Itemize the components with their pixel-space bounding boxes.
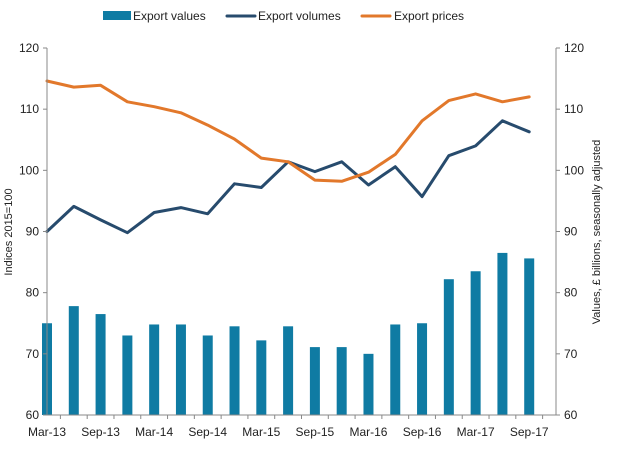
export-values-bar (95, 314, 106, 415)
y-left-tick-label: 70 (26, 347, 40, 361)
export-values-bar (417, 323, 428, 415)
y-left-tick-label: 110 (20, 102, 39, 116)
legend-swatch-export-values (103, 11, 131, 20)
export-values-bar (363, 353, 374, 415)
y-axis-right-title: Values, £ billions, seasonally adjusted (591, 140, 603, 324)
export-values-bar (175, 324, 186, 415)
y-left-tick-label: 120 (19, 41, 39, 55)
y-right-tick-label: 120 (564, 41, 584, 55)
export-values-bar (470, 271, 481, 415)
y-left-tick-label: 90 (26, 225, 40, 239)
x-tick-label: Sep-14 (188, 425, 227, 439)
export-values-bar (309, 347, 320, 415)
line-series (45, 79, 531, 235)
export-values-bars (42, 252, 535, 415)
export-values-bar (497, 252, 508, 415)
export-volumes-line (45, 119, 531, 235)
y-right-tick-label: 110 (564, 102, 583, 116)
export-values-bar (524, 258, 535, 415)
y-right-tick-label: 60 (564, 408, 578, 422)
y-right-tick-label: 70 (564, 347, 578, 361)
export-values-bar (390, 324, 401, 415)
x-tick-label: Sep-13 (81, 425, 120, 439)
export-values-bar (283, 326, 294, 415)
legend-label-export-prices: Export prices (394, 9, 464, 23)
export-values-bar (229, 326, 240, 415)
x-tick-label: Mar-14 (135, 425, 173, 439)
y-right-tick-label: 80 (564, 286, 578, 300)
export-values-bar (68, 306, 79, 415)
legend-label-export-volumes: Export volumes (258, 9, 341, 23)
y-left-tick-label: 100 (19, 163, 39, 177)
y-left-tick-label: 80 (26, 286, 40, 300)
y-right-tick-label: 100 (564, 163, 584, 177)
export-values-bar (256, 340, 267, 415)
x-tick-label: Sep-17 (510, 425, 549, 439)
x-tick-label: Sep-15 (296, 425, 335, 439)
export-values-bar (443, 279, 454, 415)
x-tick-label: Mar-15 (242, 425, 280, 439)
x-tick-label: Mar-16 (349, 425, 387, 439)
legend: Export values Export volumes Export prices (103, 9, 464, 23)
export-values-bar (149, 324, 160, 415)
export-values-bar (122, 335, 133, 415)
export-values-bar (202, 335, 213, 415)
y-right-tick-label: 90 (564, 225, 578, 239)
x-tick-label: Mar-13 (28, 425, 66, 439)
export-prices-line (45, 79, 531, 183)
x-tick-label: Mar-17 (457, 425, 495, 439)
y-left-tick-label: 60 (26, 408, 40, 422)
y-axis-left-title: Indices 2015=100 (3, 188, 15, 275)
legend-label-export-values: Export values (133, 9, 206, 23)
export-values-bar (336, 347, 347, 415)
axes: 60 60 70 70 80 80 90 90 100 100 110 110 120 120 Mar-13… (19, 41, 584, 439)
x-tick-label: Sep-16 (403, 425, 442, 439)
